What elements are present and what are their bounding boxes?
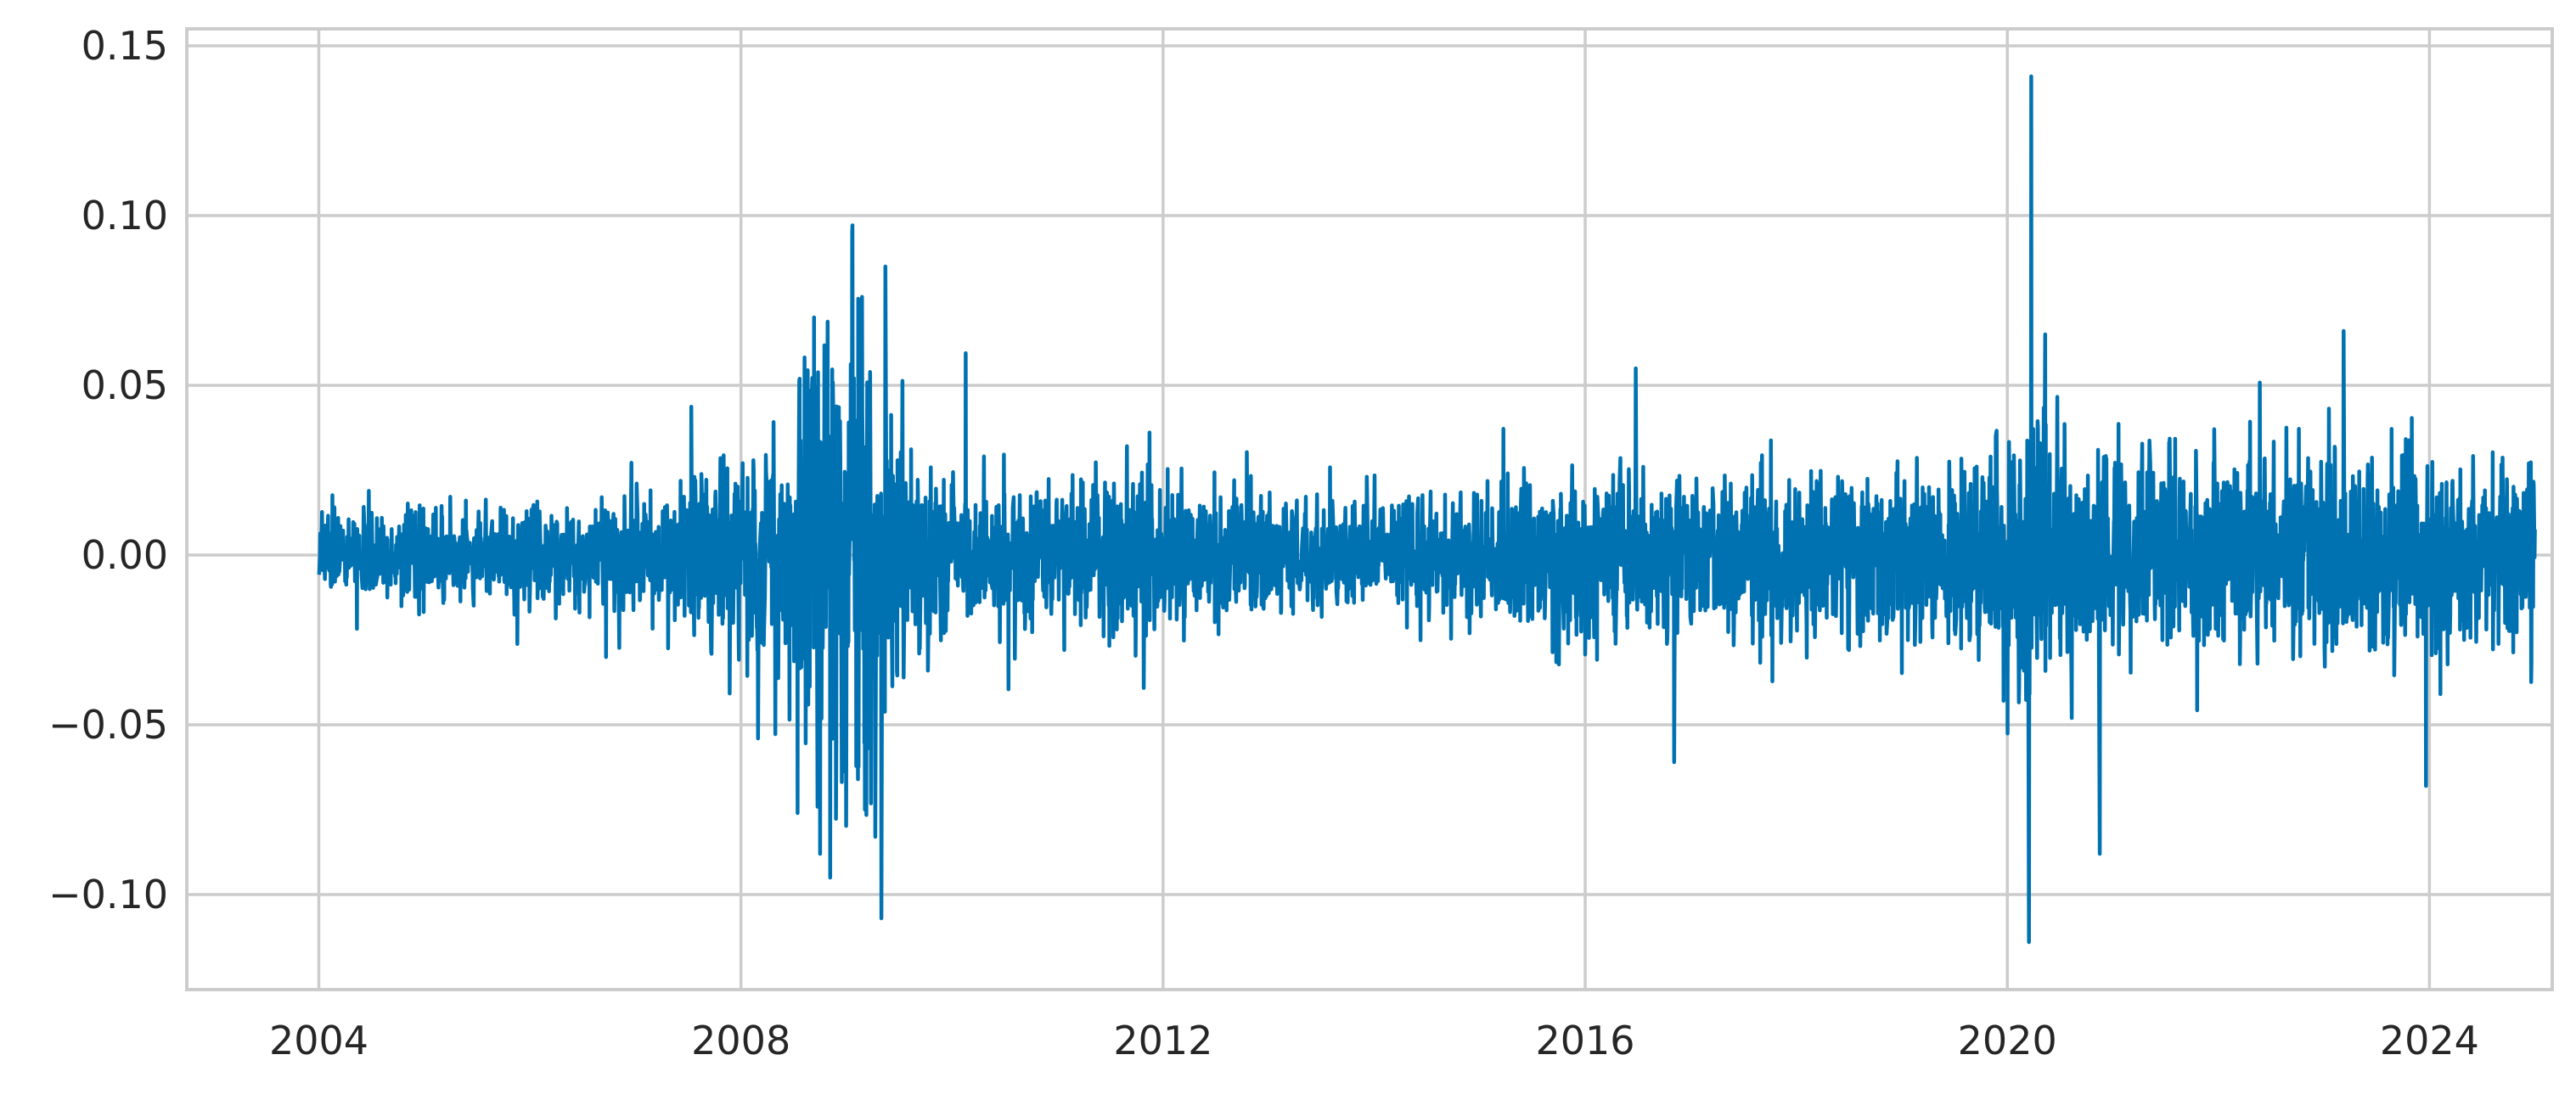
x-tick-label-2004: 2004 [269,1018,368,1063]
y-tick-label-5: −0.10 [48,872,168,917]
plot-frame [185,27,2554,991]
y-tick-label-0: 0.15 [82,23,168,69]
x-tick-label-2016: 2016 [1535,1018,1634,1063]
series-line-returns [317,74,2537,945]
series-layer [317,74,2537,945]
x-tick-label-2012: 2012 [1113,1018,1212,1063]
y-tick-label-4: −0.05 [48,702,168,748]
x-tick-label-2008: 2008 [691,1018,790,1063]
y-tick-label-3: 0.00 [82,532,168,578]
y-axis-ticks: 0.15 0.10 0.05 0.00 −0.05 −0.10 [48,23,168,917]
y-tick-label-1: 0.10 [82,193,168,238]
x-tick-label-2020: 2020 [1958,1018,2057,1063]
y-tick-label-2: 0.05 [82,362,168,408]
x-tick-label-2024: 2024 [2380,1018,2479,1063]
x-axis-ticks: 2004 2008 2012 2016 2020 2024 [269,1018,2479,1063]
